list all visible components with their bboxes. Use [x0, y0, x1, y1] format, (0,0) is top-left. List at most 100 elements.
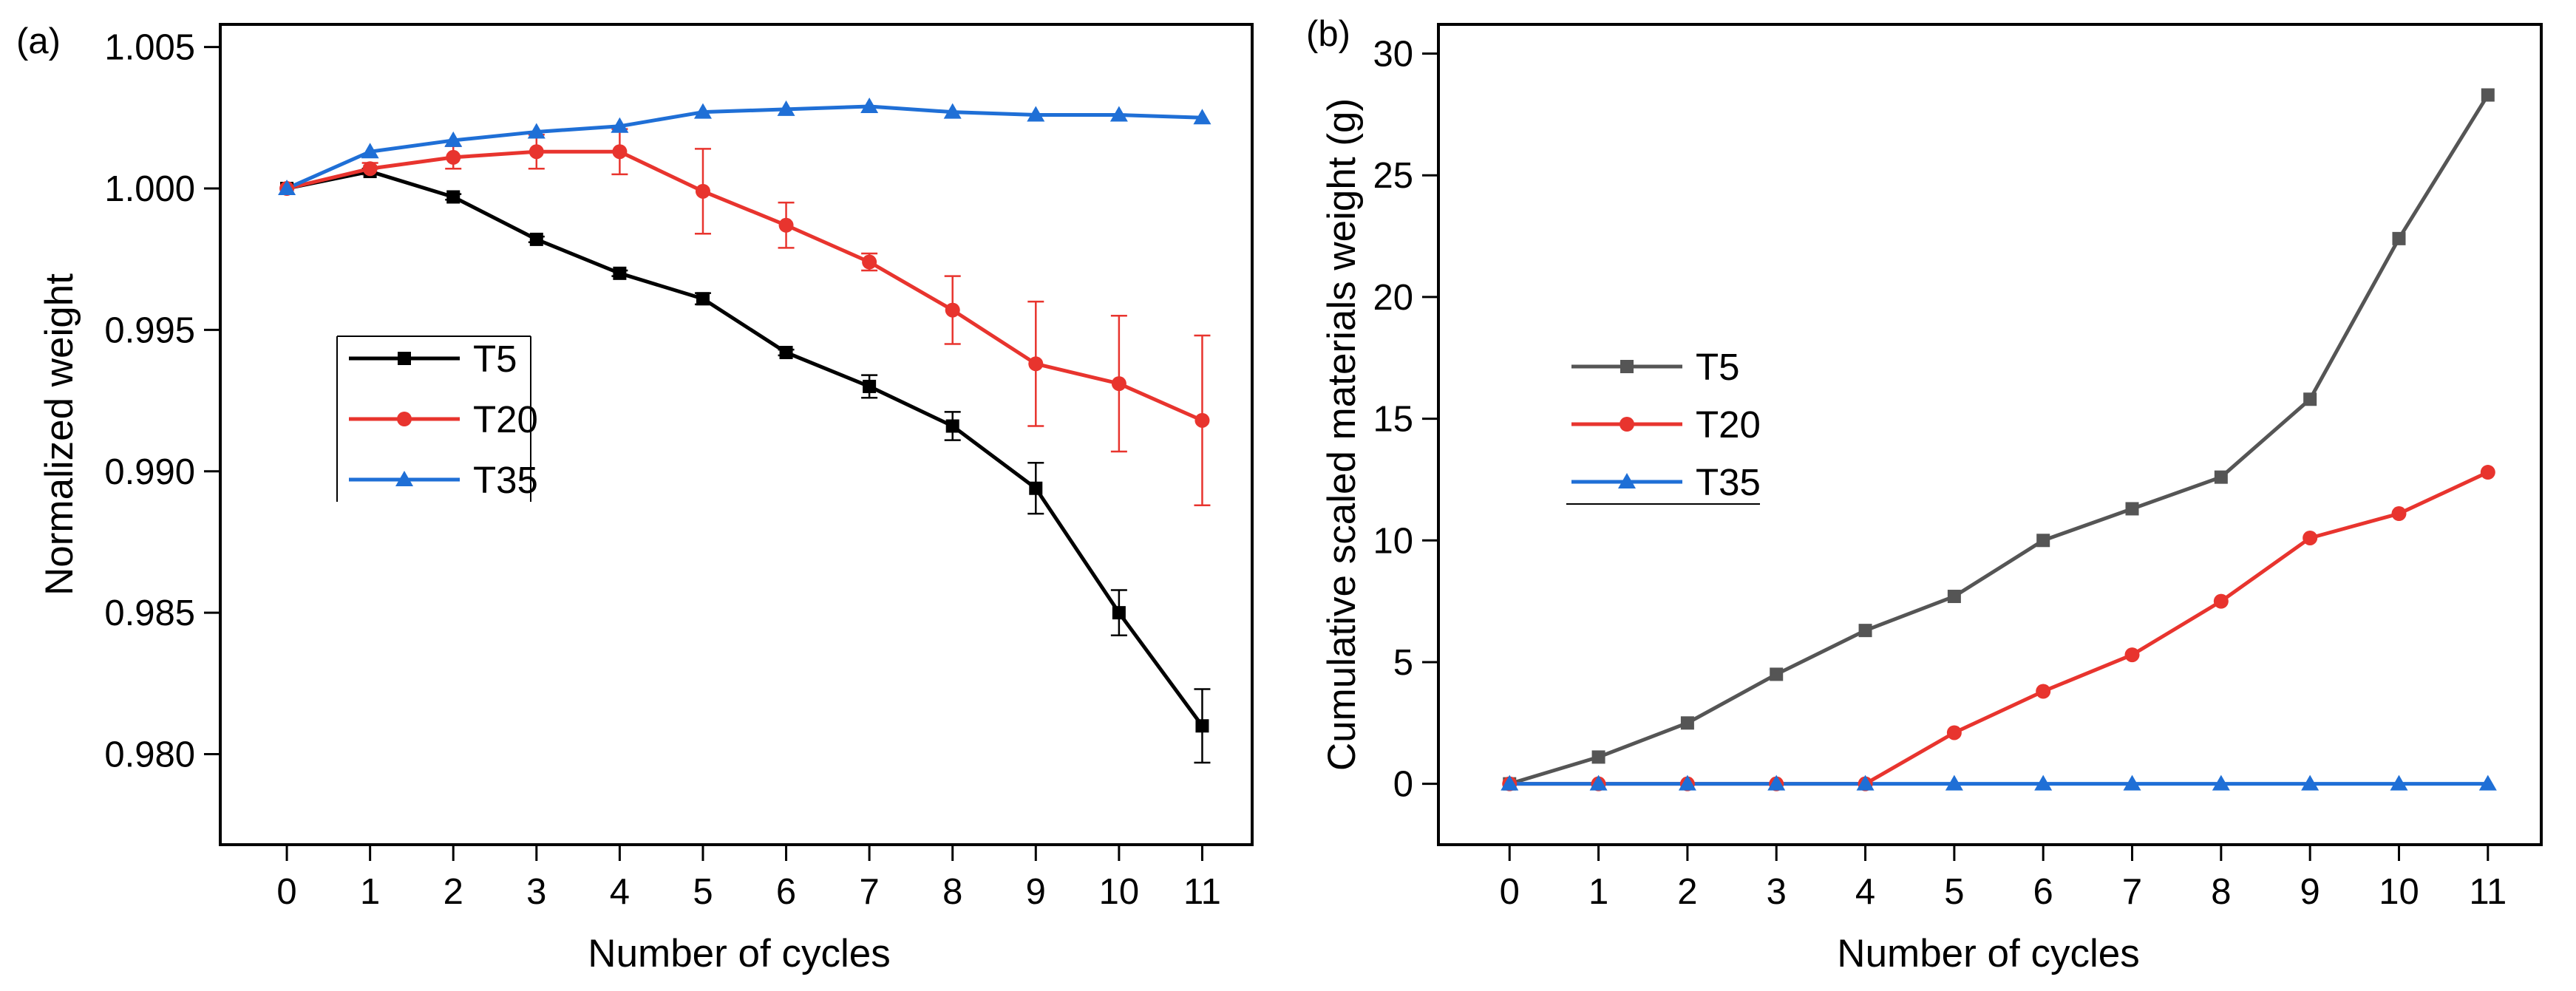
point-a-t35-6: [777, 100, 795, 116]
x-tick-label-a-5: 5: [693, 872, 713, 912]
y-tick-label-a-4: 1.000: [104, 169, 195, 209]
point-b-t35-2: [1678, 774, 1696, 791]
point-a-t20-7: [862, 254, 877, 270]
y-tick-label-a-3: 0.995: [104, 310, 195, 350]
point-a-t5-7: [863, 379, 877, 393]
point-a-t35-0: [278, 180, 296, 195]
point-a-t5-4: [613, 266, 627, 280]
x-tick-label-b-5: 5: [1944, 872, 1964, 912]
point-a-t35-7: [860, 98, 879, 113]
series-line-a-t20: [286, 149, 1203, 423]
point-a-t5-11: [1195, 719, 1209, 733]
panel-b: (b) 0 1 2 3 4 5 6 7 8 9 10 11 0 5 10 15 20 25 30 Number o…: [1306, 14, 2543, 975]
legend-item-b-t35: T35: [1571, 461, 1761, 503]
legend-swatch-marker-b-1: [1620, 417, 1634, 432]
x-tick-label-a-1: 1: [360, 872, 380, 912]
point-b-t5-3: [1770, 667, 1784, 681]
markers-a: [278, 98, 1211, 733]
point-b-t35-9: [2301, 774, 2320, 791]
panel-a: (a) 0 1 2 3 4 5 6 7 8 9 10 11 0.980 0.985 0.990 0.995 1…: [16, 21, 1254, 975]
x-tick-label-a-7: 7: [859, 872, 879, 912]
point-a-t35-5: [693, 103, 712, 119]
legend-label-a-2: T35: [473, 459, 538, 501]
point-b-t35-4: [1856, 774, 1875, 791]
legend-label-a-1: T20: [473, 398, 538, 440]
point-b-t35-3: [1767, 774, 1786, 791]
y-tick-label-b-3: 15: [1373, 400, 1413, 440]
panel-label-b: (b): [1306, 14, 1350, 54]
point-b-t5-7: [2125, 502, 2139, 516]
point-a-t20-1: [362, 161, 378, 177]
legend-swatch-marker-b-0: [1620, 360, 1634, 373]
legend-swatch-marker-a-0: [398, 352, 411, 365]
series-line-b-t20: [1509, 470, 2489, 786]
legend-swatch-marker-b-2: [1618, 473, 1636, 488]
point-a-t35-3: [527, 123, 546, 139]
x-tick-label-a-9: 9: [1026, 872, 1046, 912]
point-a-t35-2: [444, 131, 463, 147]
point-a-t20-9: [1028, 356, 1044, 372]
plot-frame-b: [1437, 23, 2543, 846]
point-b-t35-7: [2123, 774, 2141, 791]
y-tick-label-b-6: 30: [1373, 35, 1413, 75]
y-ticks-b: 0 5 10 15 20 25 30: [1373, 35, 1438, 805]
x-tick-label-b-11: 11: [2469, 872, 2507, 912]
x-tick-label-b-8: 8: [2211, 872, 2231, 912]
y-tick-label-b-4: 20: [1373, 278, 1413, 318]
markers-b: [1501, 88, 2497, 791]
point-b-t35-1: [1589, 774, 1608, 791]
y-tick-label-a-5: 1.005: [104, 28, 195, 68]
point-a-t5-8: [945, 419, 959, 433]
legend-a: T5 T20 T35: [336, 336, 538, 502]
point-b-t20-10: [2391, 506, 2407, 522]
point-b-t5-4: [1858, 624, 1872, 638]
point-a-t5-3: [529, 232, 543, 246]
point-b-t20-8: [2213, 593, 2229, 609]
point-a-t20-6: [778, 217, 794, 233]
x-tick-label-b-10: 10: [2379, 872, 2419, 912]
point-a-t5-10: [1112, 606, 1126, 620]
point-b-t35-5: [1945, 774, 1963, 791]
x-tick-label-a-10: 10: [1099, 872, 1140, 912]
y-tick-label-a-0: 0.980: [104, 735, 195, 775]
point-b-t35-6: [2034, 774, 2053, 791]
point-a-t20-3: [529, 144, 544, 160]
x-tick-label-b-2: 2: [1677, 872, 1697, 912]
x-tick-label-b-9: 9: [2300, 872, 2320, 912]
x-axis-title-a: Number of cycles: [588, 932, 890, 975]
x-tick-label-a-6: 6: [776, 872, 796, 912]
legend-item-a-t35: T35: [349, 459, 538, 501]
legend-label-a-0: T5: [473, 338, 517, 380]
point-b-t20-7: [2124, 647, 2140, 663]
legend-item-a-t20: T20: [349, 398, 538, 440]
legend-swatch-marker-a-2: [395, 471, 413, 486]
legend-items-b: T5 T20 T35: [1571, 346, 1761, 503]
x-tick-label-a-11: 11: [1183, 872, 1221, 912]
point-b-t5-8: [2214, 470, 2228, 484]
point-a-t5-9: [1029, 481, 1043, 495]
point-a-t5-5: [696, 292, 710, 306]
point-b-t5-5: [1947, 590, 1961, 604]
point-b-t20-6: [2036, 684, 2051, 699]
point-b-t35-0: [1501, 774, 1519, 791]
point-a-t5-2: [446, 190, 461, 204]
point-a-t20-2: [446, 149, 461, 165]
legend-label-b-0: T5: [1696, 346, 1740, 388]
point-b-t5-6: [2036, 534, 2050, 548]
point-a-t20-4: [612, 144, 628, 160]
legend-item-b-t5: T5: [1571, 346, 1740, 388]
x-tick-label-b-7: 7: [2122, 872, 2142, 912]
y-axis-title-b: Cumulative scaled materials weight (g): [1320, 98, 1364, 771]
panel-label-a: (a): [16, 21, 61, 61]
point-b-t5-10: [2392, 231, 2406, 245]
y-tick-label-b-2: 10: [1373, 521, 1413, 561]
point-b-t35-10: [2390, 774, 2408, 791]
point-a-t20-10: [1111, 376, 1126, 392]
series-line-b-t5: [1509, 94, 2490, 786]
x-ticks-a: 0 1 2 3 4 5 6 7 8 9 10 11: [276, 845, 1221, 912]
x-tick-label-a-3: 3: [526, 872, 546, 912]
series-lines-b: [1509, 94, 2490, 786]
y-tick-label-b-0: 0: [1393, 765, 1413, 805]
x-tick-label-a-4: 4: [610, 872, 630, 912]
point-b-t20-11: [2480, 465, 2495, 480]
